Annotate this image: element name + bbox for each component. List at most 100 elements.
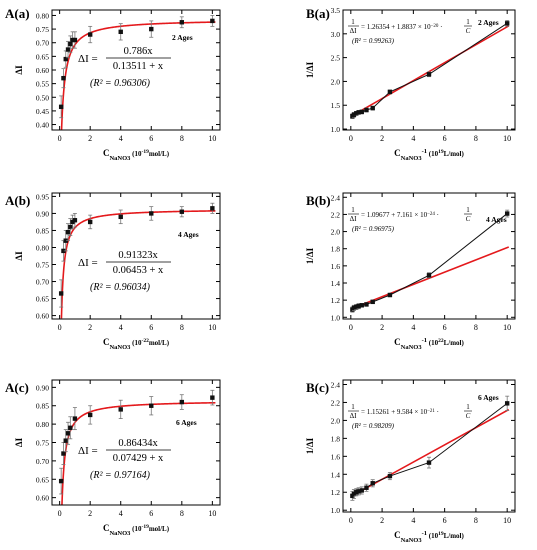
fit-line [60, 21, 216, 130]
panel-label: B(a) [306, 6, 330, 21]
data-point [364, 107, 369, 113]
data-point [68, 425, 73, 430]
data-point [118, 29, 123, 35]
y-tick-label: 0.95 [36, 192, 49, 201]
x-tick-label: 10 [503, 516, 511, 525]
plot-frame [51, 192, 221, 320]
y-tick-label: 0.70 [36, 278, 49, 287]
equation-lhs: ΔI = [78, 53, 98, 65]
y-tick-label: 0.65 [36, 475, 49, 484]
data-point [359, 109, 364, 115]
data-point [118, 407, 123, 412]
y-axis-label: 1/ΔI [305, 247, 315, 264]
data-point [65, 47, 71, 52]
y-tick-label: 2.4 [331, 380, 341, 389]
data-point [179, 209, 185, 214]
data-point [87, 412, 93, 418]
data-point [354, 111, 359, 116]
panel-ba: 0 2 4 6 8 10 1.0 1.5 2.0 2.5 3.0 3.5 1/ΔI CNaNO3-1 (1… [305, 6, 516, 162]
equation-numerator: 0.786x [124, 46, 154, 57]
y-tick-label: 0.75 [36, 25, 49, 34]
fit-line [350, 25, 510, 118]
panel-bc: 0 2 4 6 8 10 1.0 1.2 1.4 1.6 1.8 2.0 2.2 2.4 1/ΔI CNaNO… [305, 379, 516, 544]
y-tick-label: 1.8 [331, 245, 341, 254]
data-point [63, 438, 68, 443]
series-label: 2 Ages [172, 33, 193, 42]
y-axis-label: 1/ΔI [305, 61, 315, 78]
x-tick-label: 4 [119, 134, 123, 143]
y-tick-label: 3.5 [331, 6, 341, 15]
data-point [356, 489, 361, 494]
x-tick-label: 2 [88, 509, 92, 518]
y-tick-label: 0.80 [36, 11, 49, 20]
x-tick-label: 10 [503, 323, 511, 332]
equation-numerator: 1 [351, 403, 355, 411]
y-tick-label: 0.80 [36, 420, 49, 429]
panel-label: A(b) [5, 193, 30, 208]
data-point [370, 299, 375, 305]
equation-rhs: = 1.15261 + 9.584 × 10−21 · [361, 408, 439, 416]
x-axis-label: CNaNO3 (10-19mol/L) [103, 523, 170, 537]
panel-aa: 0 2 4 6 8 10 0.40 0.45 0.50 0.55 0.60 0.65 0.70 0.75 0… [5, 6, 221, 162]
y-tick-label: 0.60 [36, 312, 49, 321]
data-point [70, 37, 75, 43]
data-point [356, 303, 361, 309]
equation-tail-numerator: 1 [466, 18, 470, 26]
y-tick-label: 1.6 [331, 452, 341, 461]
equation-tail-denominator: C [466, 27, 471, 35]
plot-frame [342, 192, 516, 320]
panel-label: B(c) [306, 380, 329, 395]
data-point [364, 485, 369, 490]
x-axis-label: CNaNO3 (10-19mol/L) [103, 148, 170, 162]
y-tick-label: 1.6 [331, 262, 341, 271]
series-label: 6 Ages [176, 418, 197, 427]
data-point [210, 395, 215, 400]
y-tick-label: 3.0 [331, 30, 341, 39]
panel-label: B(b) [306, 193, 331, 208]
data-point [351, 112, 357, 117]
y-tick-label: 0.85 [36, 402, 49, 411]
x-tick-label: 4 [119, 323, 123, 332]
x-tick-label: 0 [58, 323, 62, 332]
y-tick-label: 1.0 [331, 125, 341, 134]
equation-numerator: 0.91323x [118, 250, 158, 261]
x-tick-label: 6 [149, 323, 153, 332]
y-tick-label: 1.5 [331, 101, 341, 110]
panel-ab: 0 2 4 6 8 10 0.60 0.65 0.70 0.75 0.80 0.85 0.90 0.95 Δ… [5, 192, 221, 351]
x-tick-label: 8 [474, 323, 478, 332]
x-tick-label: 4 [411, 516, 415, 525]
data-point [63, 56, 68, 62]
y-tick-label: 0.75 [36, 261, 49, 270]
y-tick-label: 2.5 [331, 54, 341, 63]
panel-label: A(c) [5, 380, 29, 395]
series-label: 2 Ages [478, 18, 499, 27]
x-tick-label: 0 [349, 134, 353, 143]
y-tick-label: 2.2 [331, 210, 341, 219]
data-point [179, 399, 185, 405]
x-tick-label: 0 [349, 516, 353, 525]
fit-line [350, 408, 510, 498]
fit-line [60, 210, 216, 319]
data-point [149, 211, 154, 216]
y-tick-label: 0.90 [36, 209, 49, 218]
data-point [504, 211, 510, 216]
data-point [58, 104, 64, 110]
data-point [387, 473, 393, 479]
x-tick-label: 8 [180, 509, 184, 518]
y-axis-label: 1/ΔI [305, 437, 315, 454]
plot-frame [342, 379, 516, 513]
equation-denominator: ΔI [350, 412, 358, 420]
equation-lhs: ΔI = [78, 445, 98, 457]
x-tick-label: 8 [474, 134, 478, 143]
data-point [370, 105, 375, 111]
x-tick-label: 0 [58, 509, 62, 518]
equation-tail-denominator: C [466, 215, 471, 223]
data-point [426, 273, 432, 278]
y-tick-label: 0.70 [36, 39, 49, 48]
data-point [72, 416, 78, 421]
y-axis-label: ΔI [14, 437, 24, 447]
data-line [352, 402, 508, 497]
y-tick-label: 2.0 [331, 77, 341, 86]
y-tick-label: 1.0 [331, 313, 341, 322]
